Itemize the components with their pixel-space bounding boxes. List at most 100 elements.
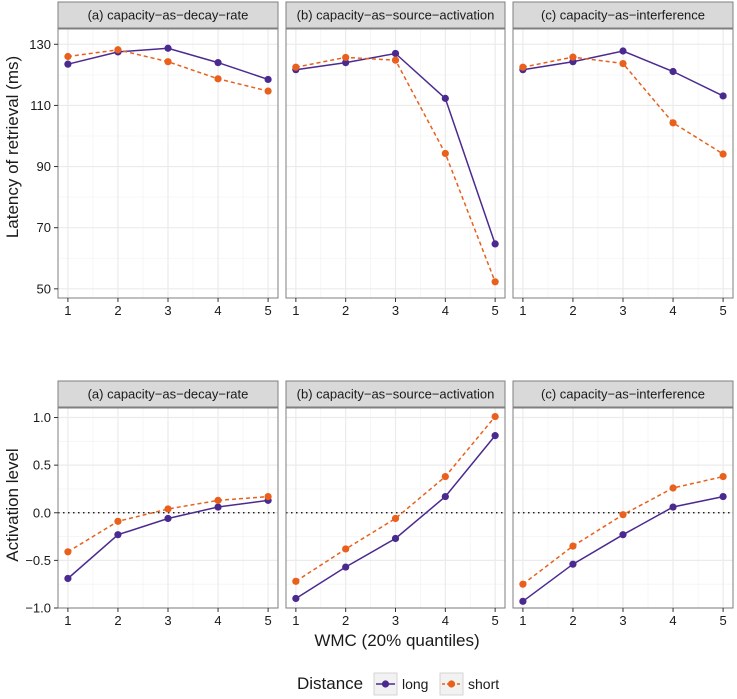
- data-point-long: [114, 531, 122, 539]
- chart-row-bottom: (a) capacity−as−decay−rate 1 2 3 4 5 −1.0 −0.5 0…: [25, 380, 734, 628]
- x-tick-label: 2: [569, 613, 576, 628]
- data-point-short: [619, 511, 627, 519]
- panel-strip: [512, 1, 734, 29]
- data-point-long: [214, 503, 222, 511]
- panel-strip: [285, 1, 506, 29]
- gridlines: [513, 29, 733, 298]
- y-tick-label: 130: [29, 37, 51, 52]
- x-tick-label: 1: [292, 613, 299, 628]
- x-tick-label: 4: [442, 613, 449, 628]
- x-tick-label: 3: [392, 303, 399, 318]
- data-point-short: [164, 505, 172, 513]
- data-point-short: [519, 580, 527, 588]
- x-tick-label: 3: [164, 613, 171, 628]
- legend: Distance long short: [297, 672, 499, 696]
- x-tick-label: 4: [669, 303, 676, 318]
- panel-top-2: (b) capacity−as−source−activation 1 2 3 4 5: [285, 1, 506, 318]
- x-tick-label: 1: [64, 613, 71, 628]
- data-point-short: [214, 496, 222, 504]
- data-point-long: [569, 560, 577, 568]
- data-point-short: [264, 492, 272, 501]
- x-tick-label: 5: [264, 303, 271, 318]
- panel-strip: [57, 380, 279, 408]
- panel-top-1: (a) capacity−as−decay−rate 1 2 3 4 5 50 70 90 110…: [29, 1, 279, 318]
- series-short: [64, 492, 272, 556]
- panel-strip: [512, 380, 734, 408]
- y-tick-label: 90: [37, 159, 51, 174]
- panel-strip-title: (c) capacity−as−interference: [541, 8, 705, 23]
- x-tick-label: 5: [719, 303, 726, 318]
- data-point-long: [441, 492, 449, 501]
- panel-strip-title: (c) capacity−as−interference: [541, 387, 705, 402]
- data-point-short: [114, 517, 122, 525]
- series-short: [519, 472, 727, 588]
- top-y-axis-title: Latency of retrieval (ms): [3, 56, 22, 238]
- panel-strip-title: (a) capacity−as−decay−rate: [88, 8, 249, 23]
- data-point-long: [391, 49, 400, 58]
- chart-row-top: (a) capacity−as−decay−rate 1 2 3 4 5 50 70 90 110…: [29, 1, 734, 318]
- data-point-long: [64, 60, 72, 68]
- legend-item-long: long: [373, 672, 428, 696]
- panel-strip-title: (b) capacity−as−source−activation: [297, 8, 495, 23]
- panel-strip: [57, 1, 279, 29]
- x-tick-label: 2: [114, 613, 121, 628]
- data-point-long: [264, 75, 272, 84]
- data-point-short: [292, 63, 300, 71]
- x-tick-label: 5: [719, 613, 726, 628]
- data-point-short: [719, 150, 727, 158]
- x-tick-label: 5: [264, 613, 271, 628]
- legend-key-point: [381, 680, 390, 688]
- x-tick-label: 4: [214, 613, 221, 628]
- legend-title: Distance: [297, 674, 363, 693]
- series-long: [292, 432, 499, 603]
- x-tick-label: 2: [114, 303, 121, 318]
- y-tick-label: 1.0: [33, 410, 51, 425]
- series-short: [292, 53, 499, 286]
- series-short: [64, 46, 272, 95]
- data-point-short: [264, 87, 272, 95]
- y-tick-label: 70: [37, 220, 51, 235]
- data-point-long: [164, 514, 172, 523]
- x-tick-label: 4: [669, 613, 676, 628]
- data-point-short: [669, 484, 677, 492]
- panel-strip-title: (a) capacity−as−decay−rate: [88, 387, 249, 402]
- panel-strip: [285, 380, 506, 408]
- x-tick-label: 2: [342, 613, 349, 628]
- data-point-short: [491, 412, 499, 421]
- data-point-long: [619, 47, 627, 55]
- panel-bottom-2: (b) capacity−as−source−activation 1 2 3 4 5: [285, 380, 506, 628]
- legend-key-point: [447, 680, 456, 688]
- data-point-short: [441, 472, 449, 481]
- data-point-short: [569, 53, 577, 61]
- data-point-long: [64, 574, 72, 583]
- x-tick-label: 3: [619, 613, 626, 628]
- legend-label-short: short: [468, 676, 499, 692]
- data-point-short: [391, 56, 400, 64]
- x-tick-label: 4: [214, 303, 221, 318]
- data-point-long: [342, 563, 350, 571]
- data-point-short: [491, 278, 499, 286]
- data-point-short: [64, 548, 72, 556]
- x-tick-label: 5: [492, 613, 499, 628]
- series-long: [64, 496, 272, 583]
- data-point-short: [441, 149, 449, 158]
- data-point-short: [342, 53, 350, 62]
- x-tick-label: 3: [619, 303, 626, 318]
- data-point-long: [669, 503, 677, 511]
- data-point-long: [719, 92, 727, 100]
- legend-item-short: short: [439, 672, 499, 696]
- series-line-short: [67, 495, 269, 553]
- y-tick-label: −1.0: [25, 601, 51, 616]
- data-point-long: [491, 240, 499, 248]
- gridlines: [58, 29, 278, 298]
- x-tick-label: 1: [64, 303, 71, 318]
- data-point-short: [292, 577, 300, 585]
- legend-label-long: long: [402, 676, 428, 692]
- y-tick-label: 0.0: [33, 505, 51, 520]
- x-tick-label: 1: [519, 613, 526, 628]
- data-point-short: [619, 59, 627, 68]
- data-point-long: [342, 59, 350, 67]
- x-tick-label: 3: [392, 613, 399, 628]
